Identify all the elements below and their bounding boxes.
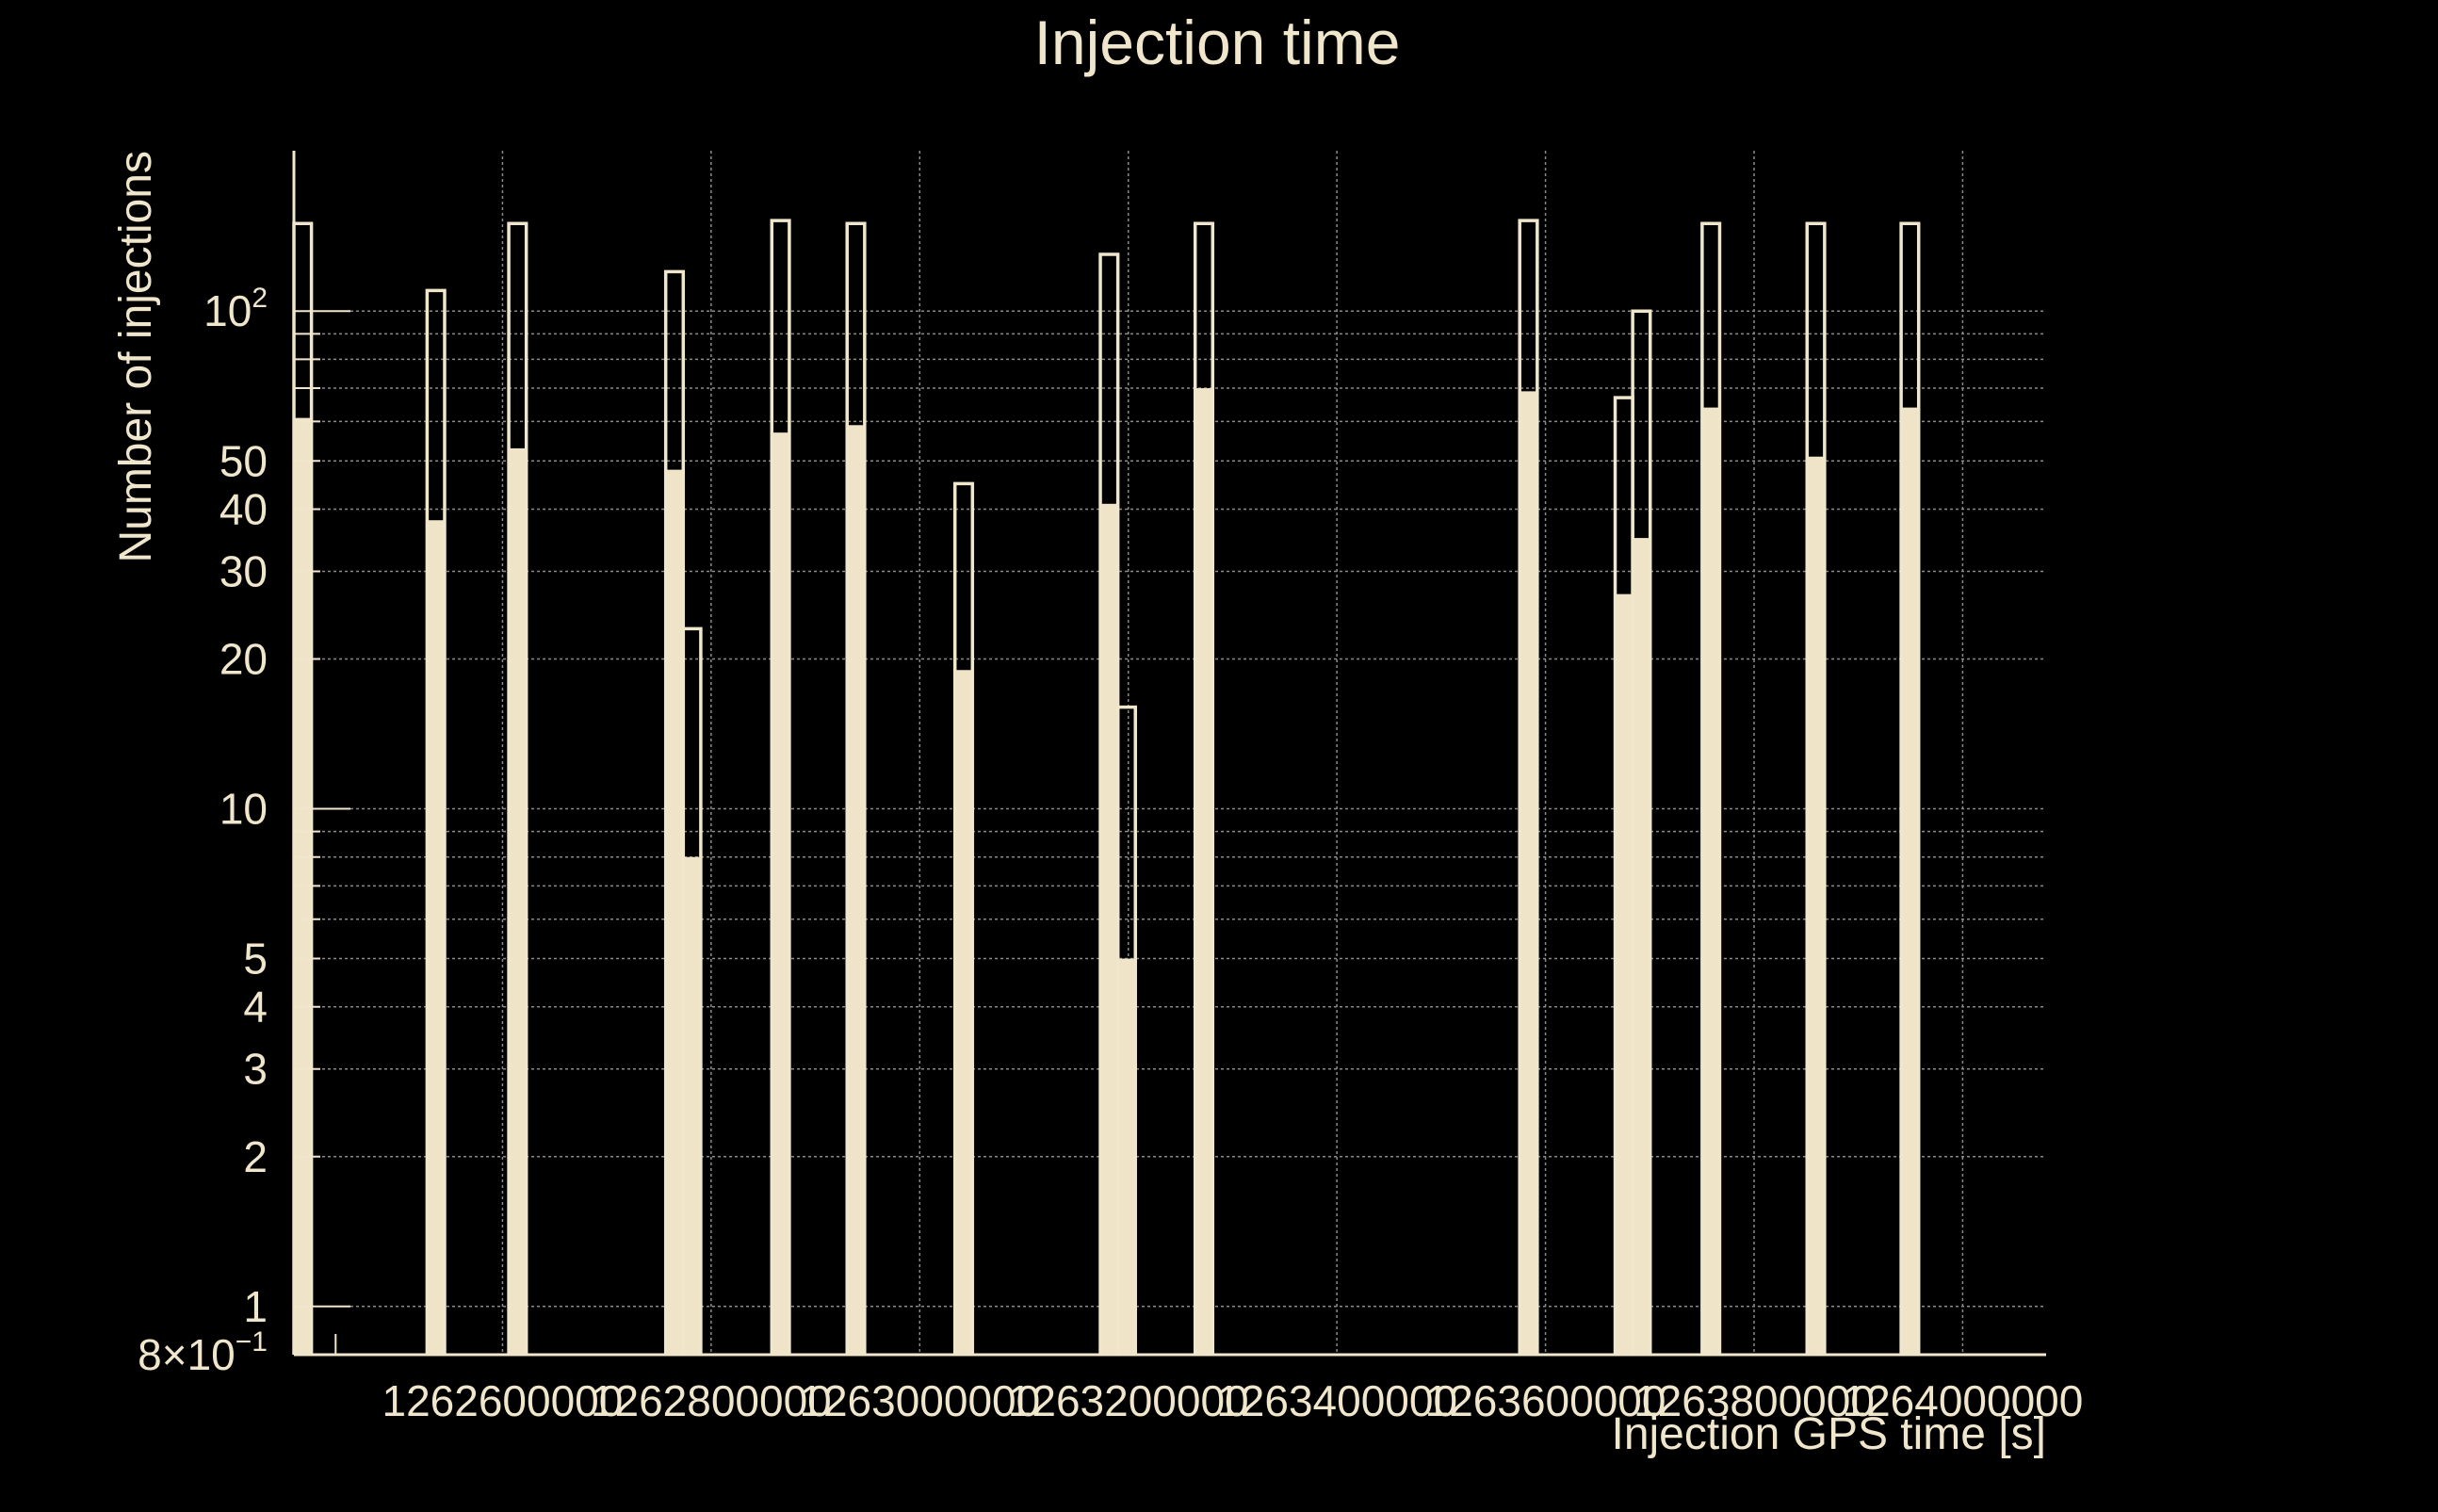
y-tick-label-base: 20 (219, 634, 268, 683)
y-tick-label-base: 50 (219, 436, 268, 485)
y-tick-label-base: 2 (243, 1132, 268, 1181)
filled-bar (1117, 958, 1136, 1355)
outline-bar (1805, 221, 1827, 1355)
y-tick-label-base: 40 (219, 484, 268, 533)
y-tick-label-base: 5 (243, 935, 268, 984)
outline-bar (770, 219, 791, 1355)
y-tick-label-base: 30 (219, 546, 268, 595)
filled-bar (1195, 388, 1213, 1356)
x-tick-label: 1263000000 (799, 1376, 1040, 1425)
y-tick-label-base: 1 (243, 1282, 268, 1331)
y-tick-label-base: 10 (219, 785, 268, 834)
x-tick-label: 1262600000 (382, 1376, 624, 1425)
x-tick-label: 1263600000 (1425, 1376, 1666, 1425)
y-tick-label-base: 3 (243, 1045, 268, 1094)
axes-layer: 8×10−11234510203040501021262600000126280… (138, 151, 2083, 1425)
y-tick-label: 4 (243, 983, 268, 1032)
filled-bar (427, 520, 445, 1355)
grid-layer (294, 151, 2046, 1355)
outline-bar (1518, 219, 1539, 1355)
outline-bar (1700, 221, 1722, 1355)
filled-bar (847, 425, 865, 1356)
y-tick-label: 2 (243, 1132, 268, 1181)
outline-bar (1193, 221, 1215, 1355)
filled-bar (1615, 593, 1633, 1355)
filled-bar (665, 469, 684, 1355)
y-tick-label-exponent: −1 (236, 1326, 268, 1358)
outline-bar (1899, 221, 1921, 1355)
outline-bar (681, 626, 703, 1355)
y-tick-label: 1 (243, 1282, 268, 1331)
y-axis-label: Number of injections (111, 151, 161, 563)
x-tick-label: 1263200000 (1008, 1376, 1249, 1425)
filled-bar (1633, 538, 1650, 1355)
y-tick-label: 10 (219, 785, 268, 834)
y-tick-label: 8×10−1 (138, 1326, 268, 1379)
x-tick-label: 1264000000 (1843, 1376, 2084, 1425)
filled-bar (1701, 407, 1720, 1355)
filled-bar (683, 856, 701, 1355)
y-tick-label: 102 (203, 283, 268, 335)
outline-bar (845, 221, 867, 1355)
chart-title: Injection time (1034, 8, 1401, 77)
filled-bar (1520, 391, 1537, 1356)
outline-bar (1631, 309, 1652, 1355)
y-tick-label: 30 (219, 546, 268, 595)
y-tick-label: 40 (219, 484, 268, 533)
y-tick-label-base: 10 (203, 286, 252, 335)
x-axis-label: Injection GPS time [s] (1611, 1409, 2046, 1459)
filled-bar (1807, 456, 1825, 1355)
outline-bar (952, 481, 975, 1355)
outline-bar (1115, 705, 1137, 1355)
outline-bar (507, 221, 528, 1355)
filled-bar (954, 670, 973, 1355)
y-tick-label: 20 (219, 634, 268, 683)
x-tick-label: 1263800000 (1633, 1376, 1875, 1425)
filled-bar (1901, 407, 1919, 1355)
filled-bar (772, 432, 789, 1355)
filled-bar (509, 447, 527, 1355)
x-tick-label: 1263400000 (1216, 1376, 1457, 1425)
filled-bar (1100, 503, 1118, 1355)
y-tick-label: 50 (219, 436, 268, 485)
bars-layer (292, 219, 1921, 1356)
y-tick-label-base: 4 (243, 983, 268, 1032)
y-tick-label-base: 8×10 (138, 1330, 236, 1379)
y-tick-label: 5 (243, 935, 268, 984)
y-tick-label-exponent: 2 (252, 283, 268, 314)
y-tick-label: 3 (243, 1045, 268, 1094)
x-tick-label: 1262800000 (591, 1376, 832, 1425)
outline-bar (425, 288, 447, 1355)
